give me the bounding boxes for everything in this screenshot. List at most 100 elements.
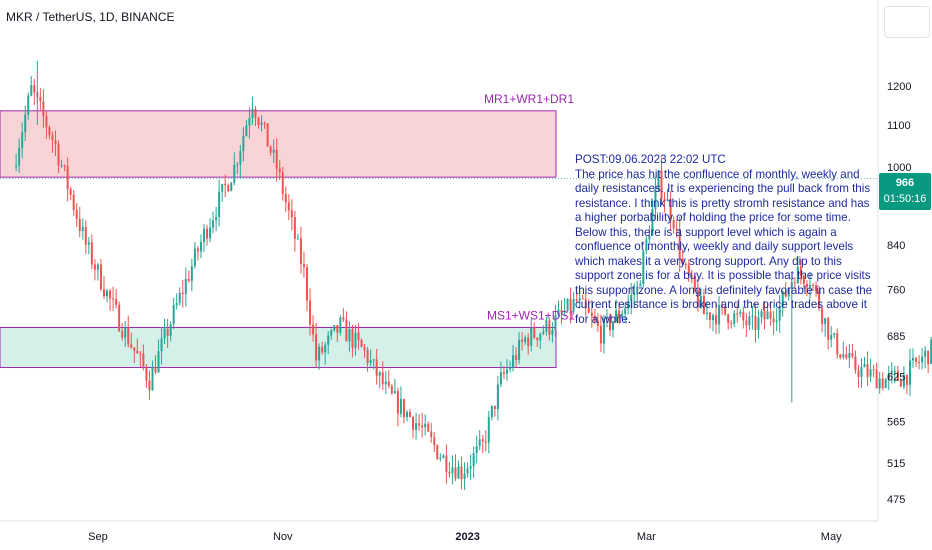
candle-body bbox=[115, 299, 118, 305]
candle-body bbox=[478, 439, 481, 447]
annotation-line: confluence of monthly, weekly and daily … bbox=[575, 240, 854, 253]
candle-body bbox=[102, 289, 105, 297]
candle-body bbox=[499, 372, 502, 385]
candle-body bbox=[178, 292, 181, 304]
candle-body bbox=[175, 303, 178, 306]
candle-body bbox=[360, 339, 363, 347]
candle-body bbox=[275, 149, 278, 169]
annotation-line: The price has hit the confluence of mont… bbox=[575, 167, 860, 181]
candle-body bbox=[827, 318, 830, 340]
x-tick-label: Sep bbox=[88, 531, 108, 543]
candle-body bbox=[572, 299, 575, 312]
candle-body bbox=[315, 334, 318, 361]
candle-body bbox=[681, 258, 684, 265]
candle-body bbox=[593, 316, 596, 321]
candle-body bbox=[145, 366, 148, 381]
y-tick-label: 515 bbox=[887, 458, 905, 470]
candle-body bbox=[687, 264, 690, 276]
candle-body bbox=[554, 315, 557, 331]
candle-body bbox=[124, 327, 127, 338]
candle-body bbox=[678, 229, 681, 259]
candle-body bbox=[402, 399, 405, 418]
candle-body bbox=[206, 228, 209, 239]
candle-body bbox=[536, 337, 539, 341]
candle-body bbox=[893, 370, 896, 372]
candle-body bbox=[627, 301, 630, 309]
candle-body bbox=[630, 294, 633, 302]
y-tick-label: 625 bbox=[887, 372, 905, 384]
chart-settings-button[interactable] bbox=[884, 6, 930, 38]
last-price: 966 bbox=[895, 177, 915, 189]
candle-body bbox=[318, 346, 321, 361]
candle-body bbox=[466, 468, 469, 474]
candle-body bbox=[854, 356, 857, 371]
candle-body bbox=[833, 333, 836, 336]
candle-body bbox=[781, 291, 784, 307]
candle-body bbox=[54, 140, 57, 145]
candle-body bbox=[912, 357, 914, 361]
candle-body bbox=[799, 266, 802, 276]
candle-body bbox=[387, 381, 390, 386]
candle-body bbox=[921, 356, 924, 363]
candle-body bbox=[439, 457, 442, 459]
candle-body bbox=[757, 317, 760, 330]
annotation-line: a higher porbability of holding the pric… bbox=[575, 211, 851, 224]
candle-body bbox=[157, 351, 160, 373]
candle-body bbox=[33, 85, 36, 93]
candle-body bbox=[930, 339, 932, 364]
candle-body bbox=[148, 380, 151, 391]
candle-body bbox=[784, 291, 787, 297]
candle-body bbox=[669, 199, 672, 221]
candle-body bbox=[602, 318, 605, 344]
candle-body bbox=[805, 283, 808, 288]
candle-body bbox=[887, 373, 890, 380]
candle-body bbox=[415, 423, 418, 430]
candle-body bbox=[199, 241, 202, 252]
candle-body bbox=[251, 108, 254, 119]
candle-body bbox=[236, 164, 239, 166]
candle-body bbox=[433, 437, 436, 446]
candle-body bbox=[324, 344, 327, 353]
candle-body bbox=[366, 349, 369, 364]
candle-body bbox=[766, 311, 769, 320]
candle-body bbox=[375, 359, 378, 376]
candle-body bbox=[396, 391, 399, 414]
support-zone-label: MS1+WS1+DS1 bbox=[487, 308, 575, 322]
candle-body bbox=[787, 288, 790, 297]
candle-body bbox=[445, 455, 448, 473]
candle-body bbox=[684, 264, 687, 266]
candle-body bbox=[230, 182, 233, 192]
x-tick-label: 2023 bbox=[455, 531, 479, 543]
candle-body bbox=[278, 168, 281, 173]
candle-body bbox=[381, 372, 384, 385]
candle-body bbox=[351, 329, 354, 348]
candle-body bbox=[663, 198, 666, 202]
candle-body bbox=[902, 374, 905, 387]
candle-body bbox=[454, 467, 457, 479]
candle-body bbox=[78, 218, 81, 232]
candle-body bbox=[75, 210, 78, 219]
candle-body bbox=[793, 282, 796, 284]
candle-body bbox=[739, 311, 742, 314]
candle-body bbox=[515, 355, 518, 361]
candle-body bbox=[469, 466, 472, 469]
candle-body bbox=[863, 364, 866, 368]
candle-body bbox=[248, 118, 251, 126]
candle-body bbox=[263, 122, 266, 124]
candle-body bbox=[202, 228, 205, 242]
candle-body bbox=[878, 378, 881, 389]
candle-body bbox=[290, 210, 293, 218]
candle-body bbox=[321, 346, 324, 353]
candle-body bbox=[436, 445, 439, 459]
candle-body bbox=[657, 170, 660, 190]
candle-body bbox=[721, 305, 724, 307]
candle-body bbox=[390, 385, 393, 394]
candle-body bbox=[96, 264, 99, 270]
candle-body bbox=[839, 354, 842, 358]
candle-body bbox=[39, 96, 42, 102]
x-tick-label: May bbox=[821, 531, 842, 543]
annotation-line: this support zone. A long is definitely … bbox=[575, 283, 873, 297]
candle-body bbox=[575, 299, 578, 301]
candle-body bbox=[860, 367, 863, 377]
